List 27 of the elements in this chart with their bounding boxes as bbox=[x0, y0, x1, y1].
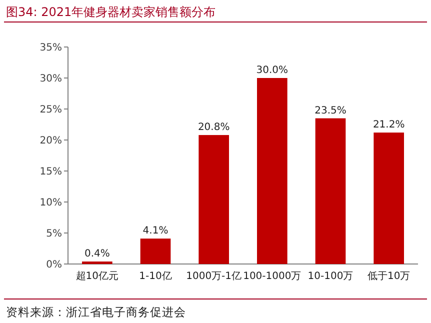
bar bbox=[198, 135, 229, 264]
y-tick-label: 30% bbox=[40, 74, 62, 84]
data-label: 30.0% bbox=[256, 65, 288, 76]
bar bbox=[315, 118, 346, 264]
text: 资料来源：浙江省电子商务促进会 bbox=[6, 305, 186, 319]
x-tick-label: 100-1000万 bbox=[243, 271, 302, 282]
bar bbox=[140, 238, 171, 264]
x-tick-label: 1000万-1亿 bbox=[186, 271, 242, 282]
y-tick-label: 10% bbox=[40, 198, 62, 208]
chart-title: 图34: 2021年健身器材卖家销售额分布 bbox=[6, 5, 216, 19]
y-tick-label: 25% bbox=[40, 104, 62, 116]
data-label: 20.8% bbox=[198, 122, 230, 134]
bar bbox=[374, 132, 404, 264]
x-tick-label: 1-10亿 bbox=[139, 271, 172, 282]
data-label: 0.4% bbox=[84, 248, 110, 260]
x-tick-label: 10-100万 bbox=[308, 271, 354, 282]
y-tick-label: 5% bbox=[46, 228, 62, 240]
y-tick-label: 20% bbox=[40, 136, 62, 146]
x-tick-label: 低于10万 bbox=[367, 271, 410, 282]
data-label: 23.5% bbox=[314, 105, 346, 116]
x-tick-label: 超10亿元 bbox=[76, 270, 119, 282]
y-tick-label: 0% bbox=[46, 260, 62, 270]
data-label: 21.2% bbox=[372, 120, 405, 131]
bar bbox=[257, 78, 288, 264]
y-tick-label: 35% bbox=[40, 42, 62, 54]
y-tick-label: 15% bbox=[40, 166, 62, 178]
data-label: 4.1% bbox=[142, 226, 168, 237]
